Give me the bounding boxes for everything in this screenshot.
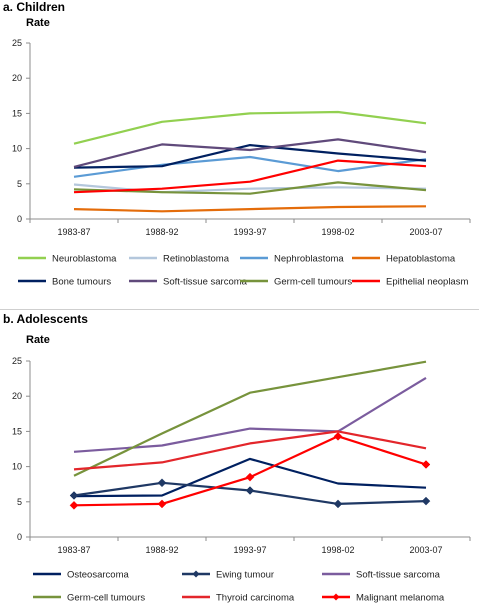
legend-label-osteosarcoma: Osteosarcoma [67, 570, 129, 581]
data-point-ewing-tumour [157, 478, 167, 488]
y-tick-label: 0 [17, 214, 22, 224]
series-line-thyroid-carcinoma [73, 430, 427, 471]
y-tick-label: 15 [12, 426, 22, 436]
series-line-epithelial-neoplasm [73, 159, 427, 194]
y-tick-label: 20 [12, 391, 22, 401]
series-line-germ-cell-tumours [73, 360, 427, 477]
series-line-germ-cell-tumours [73, 181, 427, 195]
series-line-soft-tissue-sarcoma [73, 376, 427, 453]
legend-label-germ-cell-tumours: Germ-cell tumours [274, 277, 352, 288]
data-point-malignant-melanoma [245, 472, 255, 482]
chart-panel-adolescents: b. Adolescents Rate 0 5 10 15 20 25 1983-87 1988… [0, 312, 479, 615]
legend-label-malignant-melanoma: Malignant melanoma [356, 593, 445, 604]
legend-label-ewing-tumour: Ewing tumour [216, 570, 274, 581]
series-line-osteosarcoma [73, 457, 427, 498]
y-tick-label: 10 [12, 462, 22, 472]
data-point-ewing-tumour [333, 499, 343, 509]
chart-title: a. Children [3, 0, 66, 14]
y-tick-label: 0 [17, 532, 22, 542]
y-tick-label: 15 [12, 108, 22, 118]
series-line-bone-tumours [73, 144, 427, 169]
x-tick-label: 1988-92 [145, 227, 178, 237]
series-line-soft-tissue-sarcoma [73, 138, 427, 168]
y-tick-label: 25 [12, 38, 22, 48]
data-point-malignant-melanoma [333, 431, 343, 441]
x-tick-label: 1983-87 [57, 545, 90, 555]
series-line-nephroblastoma [73, 155, 427, 178]
y-tick-label: 10 [12, 144, 22, 154]
legend-marker-malignant-melanoma [332, 593, 340, 601]
legend-label-bone-tumours: Bone tumours [52, 277, 111, 288]
y-tick-label: 20 [12, 73, 22, 83]
data-point-malignant-melanoma [69, 500, 79, 510]
data-point-ewing-tumour [69, 491, 79, 500]
legend-label-retinoblastoma: Retinoblastoma [163, 254, 230, 265]
x-tick-label: 1993-97 [233, 545, 266, 555]
legend-label-hepatoblastoma: Hepatoblastoma [386, 254, 456, 265]
series-line-hepatoblastoma [73, 205, 427, 213]
y-axis-label: Rate [26, 17, 50, 29]
x-tick-label: 1983-87 [57, 227, 90, 237]
x-tick-label: 1998-02 [321, 227, 354, 237]
legend-label-soft-tissue-sarcoma: Soft-tissue sarcoma [356, 570, 441, 581]
legend-label-germ-cell-tumours: Germ-cell tumours [67, 593, 145, 604]
y-tick-label: 5 [17, 179, 22, 189]
x-tick-label: 1993-97 [233, 227, 266, 237]
chart-children-svg: Rate 0 5 10 15 20 25 1983-87 1988-92 1993-97 1998-… [12, 17, 471, 288]
data-point-ewing-tumour [421, 496, 431, 506]
legend-label-thyroid-carcinoma: Thyroid carcinoma [216, 593, 295, 604]
legend-label-nephroblastoma: Nephroblastoma [274, 254, 344, 265]
legend-marker-ewing-tumour [192, 570, 200, 578]
x-tick-label: 2003-07 [409, 545, 442, 555]
data-point-ewing-tumour [245, 486, 255, 495]
data-point-malignant-melanoma [157, 499, 167, 509]
series-line-neuroblastoma [73, 110, 427, 145]
x-tick-label: 1998-02 [321, 545, 354, 555]
chart-title: b. Adolescents [3, 312, 88, 326]
legend-label-soft-tissue-sarcoma: Soft-tissue sarcoma [163, 277, 248, 288]
chart-adolescents-svg: Rate 0 5 10 15 20 25 1983-87 1988-92 1993-97 1998-… [12, 334, 471, 604]
legend-label-epithelial-neoplasm: Epithelial neoplasm [386, 277, 468, 288]
legend-label-neuroblastoma: Neuroblastoma [52, 254, 117, 265]
x-tick-label: 1988-92 [145, 545, 178, 555]
y-tick-label: 25 [12, 356, 22, 366]
y-tick-label: 5 [17, 497, 22, 507]
panel-divider [0, 309, 479, 310]
y-axis-label: Rate [26, 334, 50, 346]
data-point-malignant-melanoma [421, 460, 431, 469]
chart-panel-children: a. Children Rate 0 5 10 15 20 25 1983-87 1988-92… [0, 0, 479, 307]
x-tick-label: 2003-07 [409, 227, 442, 237]
